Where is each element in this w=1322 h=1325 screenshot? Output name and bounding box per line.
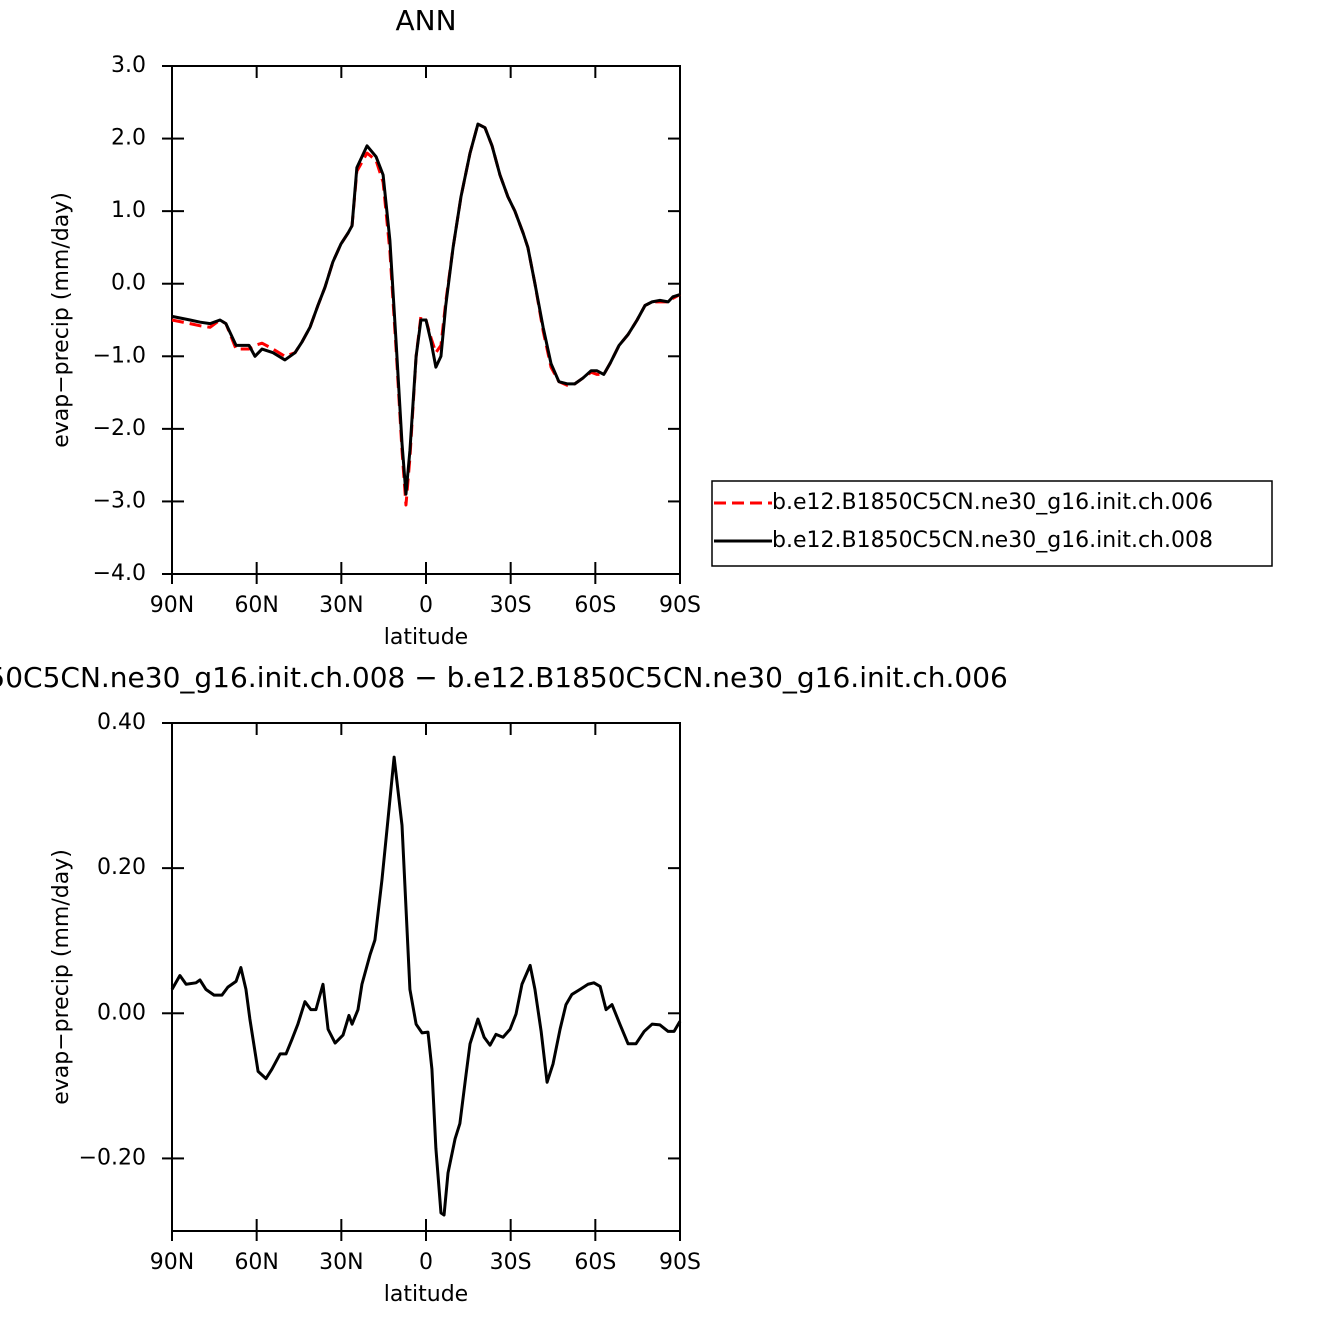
x-tick-label: 30N <box>319 1250 363 1275</box>
chart-title: b.e12.B1850C5CN.ne30_g16.init.ch.008 − b… <box>0 661 1008 694</box>
x-tick-label: 0 <box>419 1250 433 1275</box>
x-tick-label: 60N <box>234 593 278 618</box>
x-tick-label: 60S <box>574 1250 616 1275</box>
plot-frame <box>171 722 681 1232</box>
data-line <box>171 122 681 507</box>
chart-title: ANN <box>395 4 456 37</box>
legend-label: b.e12.B1850C5CN.ne30_g16.init.ch.006 <box>772 490 1213 515</box>
y-tick-label: 0.00 <box>97 1000 146 1025</box>
x-tick-label: 0 <box>419 593 433 618</box>
y-tick-label: −0.20 <box>79 1145 146 1170</box>
legend-label: b.e12.B1850C5CN.ne30_g16.init.ch.008 <box>772 528 1213 553</box>
y-axis-label: evap−precip (mm/day) <box>49 849 74 1105</box>
x-tick-label: 60S <box>574 593 616 618</box>
y-tick-label: −3.0 <box>93 488 146 513</box>
x-tick-label: 30S <box>490 1250 532 1275</box>
y-tick-label: 2.0 <box>111 126 146 151</box>
x-tick-label: 90S <box>659 593 701 618</box>
y-tick-label: −4.0 <box>93 561 146 586</box>
y-tick-label: 0.0 <box>111 271 146 296</box>
x-tick-label: 30S <box>490 593 532 618</box>
y-tick-label: 3.0 <box>111 53 146 78</box>
x-axis-label: latitude <box>384 625 468 650</box>
x-tick-label: 60N <box>234 1250 278 1275</box>
legend: b.e12.B1850C5CN.ne30_g16.init.ch.006 b.e1… <box>711 480 1273 567</box>
y-tick-label: 0.40 <box>97 710 146 735</box>
x-tick-label: 90N <box>150 593 194 618</box>
y-tick-label: −2.0 <box>93 416 146 441</box>
plot: 0.40 0.20 0.00 −0.20 90N 60N 30N 0 30S 60S 90S b.e1… <box>0 661 1008 1307</box>
x-tick-label: 30N <box>319 593 363 618</box>
y-tick-label: 1.0 <box>111 198 146 223</box>
x-axis-label: latitude <box>384 1282 468 1307</box>
y-axis-label: evap−precip (mm/day) <box>49 192 74 448</box>
x-tick-label: 90S <box>659 1250 701 1275</box>
y-tick-label: 0.20 <box>97 855 146 880</box>
x-tick-label: 90N <box>150 1250 194 1275</box>
y-tick-label: −1.0 <box>93 343 146 368</box>
data-line <box>170 755 682 1217</box>
data-line <box>171 122 681 496</box>
legend-box <box>711 480 1273 567</box>
